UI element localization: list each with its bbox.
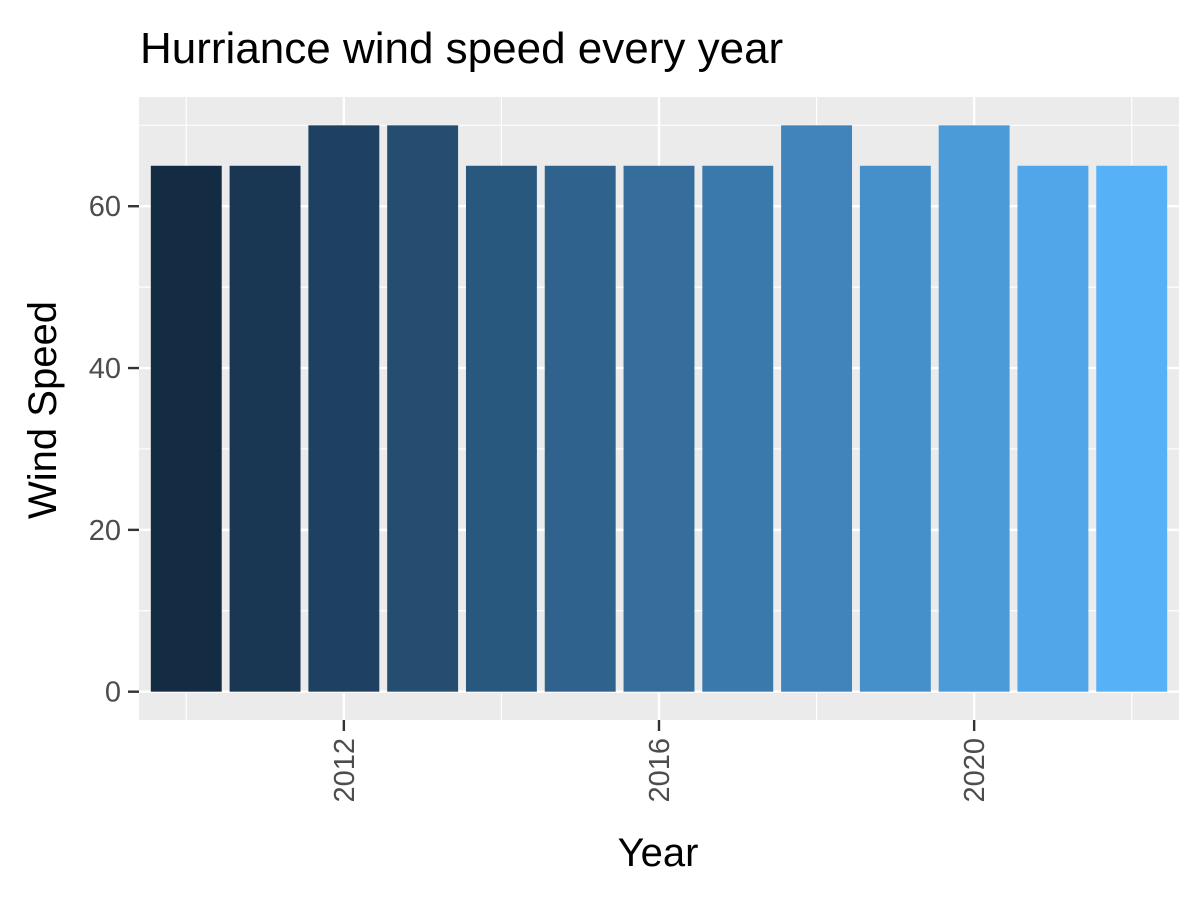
- bar-2013: [387, 125, 459, 692]
- y-tick-label: 40: [89, 353, 121, 385]
- bar-2015: [544, 165, 616, 692]
- y-tick-label: 20: [89, 515, 121, 547]
- bar-series: [150, 125, 1168, 692]
- bar-2022: [1096, 165, 1168, 692]
- bar-2014: [465, 165, 537, 692]
- bar-2021: [1017, 165, 1089, 692]
- bar-2011: [229, 165, 301, 692]
- x-tick-label: 2020: [959, 738, 991, 803]
- bar-2018: [781, 125, 853, 692]
- x-tick-label: 2016: [644, 738, 676, 803]
- x-axis-title: Year: [618, 831, 699, 875]
- bar-2012: [308, 125, 380, 692]
- x-tick-label: 2012: [329, 738, 361, 803]
- y-axis-title: Wind Speed: [21, 301, 65, 519]
- chart-title: Hurriance wind speed every year: [140, 24, 783, 73]
- bar-2010: [150, 165, 222, 692]
- x-axis: 2012 2016 2020: [329, 720, 991, 803]
- y-axis: 0 20 40 60: [89, 191, 139, 709]
- y-tick-label: 0: [105, 677, 121, 709]
- bar-2019: [859, 165, 931, 692]
- bar-2016: [623, 165, 695, 692]
- bar-2020: [938, 125, 1010, 692]
- bar-2017: [702, 165, 774, 692]
- y-tick-label: 60: [89, 191, 121, 223]
